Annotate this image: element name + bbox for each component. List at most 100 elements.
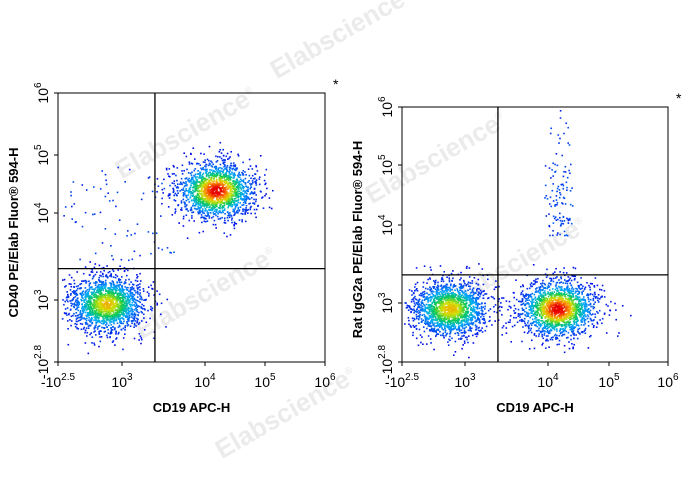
event-point <box>472 322 475 324</box>
event-point <box>236 185 238 188</box>
plot-panels: -102.5 103 104 105 106-102.8103104105106CD19… <box>6 76 682 415</box>
event-point <box>202 216 205 219</box>
event-point <box>449 339 451 342</box>
event-point <box>220 170 222 172</box>
event-point <box>458 314 460 317</box>
event-point <box>236 185 239 188</box>
event-point <box>438 307 441 309</box>
event-point <box>201 201 203 204</box>
event-point <box>264 183 266 186</box>
event-point <box>192 182 194 184</box>
event-point <box>435 293 438 295</box>
event-point <box>441 277 443 279</box>
event-point <box>215 182 218 184</box>
event-point <box>128 290 130 293</box>
event-point <box>191 171 193 173</box>
event-point <box>253 177 256 180</box>
event-point <box>424 298 426 301</box>
event-point <box>107 292 109 294</box>
event-point <box>139 280 142 282</box>
event-point <box>467 283 469 285</box>
event-point <box>475 310 478 313</box>
event-point <box>431 317 433 319</box>
event-point <box>126 322 129 325</box>
event-point <box>119 322 122 324</box>
event-point <box>143 313 145 316</box>
event-point <box>441 291 443 294</box>
event-point <box>202 210 204 212</box>
event-point <box>228 177 231 179</box>
event-point <box>234 194 237 196</box>
event-point <box>233 177 235 179</box>
event-point <box>201 216 204 218</box>
event-point <box>436 318 439 320</box>
event-point <box>484 321 487 323</box>
event-point <box>208 197 211 200</box>
event-point <box>478 318 481 320</box>
event-point <box>454 325 457 328</box>
event-point <box>185 184 188 187</box>
event-point <box>94 301 96 303</box>
event-point <box>422 296 425 298</box>
event-point <box>105 301 107 303</box>
event-point <box>109 309 112 312</box>
event-point <box>201 200 204 203</box>
event-point <box>77 285 79 287</box>
event-point <box>97 313 99 316</box>
event-point <box>172 191 175 194</box>
event-point <box>88 280 90 283</box>
event-point <box>448 325 450 328</box>
event-point <box>71 299 73 302</box>
event-point <box>458 313 460 316</box>
event-point <box>133 317 136 320</box>
event-point <box>471 298 474 300</box>
event-point <box>76 327 78 329</box>
event-point <box>70 308 72 311</box>
event-point <box>207 190 209 192</box>
event-point <box>126 318 129 321</box>
event-point <box>120 313 123 316</box>
event-point <box>112 258 114 261</box>
event-point <box>472 287 475 289</box>
event-point <box>253 203 256 205</box>
event-point <box>79 322 82 325</box>
event-point <box>227 183 230 185</box>
event-point <box>109 317 111 319</box>
event-point <box>219 141 222 144</box>
event-point <box>421 314 423 316</box>
event-point <box>83 305 86 308</box>
event-point <box>233 227 236 230</box>
event-point <box>205 179 208 182</box>
x-tick-label: 103 <box>111 372 133 390</box>
event-point <box>79 283 81 286</box>
event-point <box>63 215 65 217</box>
event-point <box>86 331 89 334</box>
event-point <box>202 177 205 180</box>
event-point <box>98 308 101 311</box>
event-point <box>216 198 218 200</box>
event-point <box>221 180 224 183</box>
event-point <box>440 323 443 325</box>
event-point <box>197 187 200 189</box>
event-point <box>106 317 109 319</box>
event-point <box>468 318 470 321</box>
event-point <box>451 305 453 307</box>
event-point <box>98 298 100 301</box>
event-point <box>208 176 210 179</box>
event-point <box>107 315 110 318</box>
event-point <box>143 317 145 319</box>
event-point <box>114 298 116 301</box>
event-point <box>110 285 112 288</box>
event-point <box>238 176 241 179</box>
event-point <box>77 287 79 290</box>
event-point <box>457 328 460 331</box>
event-point <box>421 336 423 338</box>
event-point <box>84 318 86 320</box>
event-point <box>91 342 93 344</box>
event-point <box>100 275 103 277</box>
event-point <box>202 208 204 210</box>
event-point <box>90 295 92 298</box>
event-point <box>91 288 93 290</box>
event-point <box>452 300 454 303</box>
event-point <box>456 331 459 334</box>
